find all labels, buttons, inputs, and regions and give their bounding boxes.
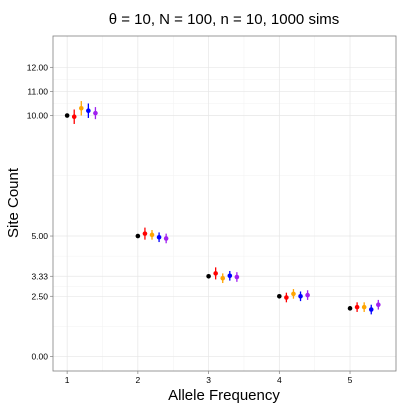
data-marks <box>64 101 381 315</box>
axis-ticks: 1 2 3 4 5 0.00 2.50 3.33 5.00 10.00 11.00 12.00 <box>27 62 353 385</box>
series-point <box>149 232 155 238</box>
x-tick-label: 2 <box>135 375 140 385</box>
x-tick-label: 1 <box>65 375 70 385</box>
series-point <box>142 231 148 236</box>
y-axis-title: Site Count <box>5 167 22 238</box>
x-tick-label: 4 <box>277 375 282 385</box>
series-point <box>163 236 169 241</box>
x-tick-label: 5 <box>348 375 353 385</box>
series-point <box>284 295 289 300</box>
expected-point <box>277 293 282 299</box>
y-tick-label: 3.33 <box>31 271 48 281</box>
series-point <box>354 304 360 310</box>
series-point <box>71 114 77 120</box>
expected-point <box>135 233 141 239</box>
y-tick-label: 12.00 <box>27 62 49 72</box>
y-tick-label: 11.00 <box>27 86 48 96</box>
y-tick-label: 5.00 <box>31 231 48 241</box>
series-point <box>78 106 84 111</box>
y-tick-label: 10.00 <box>27 111 49 121</box>
series-point <box>361 304 367 310</box>
expected-point <box>347 306 353 311</box>
series-point <box>291 291 296 297</box>
series-point <box>234 274 240 280</box>
chart-title: θ = 10, N = 100, n = 10, 1000 sims <box>109 11 340 28</box>
grid <box>53 36 396 371</box>
series-point <box>93 110 98 116</box>
expected-point <box>64 113 70 118</box>
expected-point <box>206 273 211 279</box>
series-point <box>227 273 233 279</box>
plot-panel-border <box>52 35 397 372</box>
y-tick-label: 0.00 <box>31 352 48 362</box>
series-point <box>156 234 162 240</box>
series-point <box>305 292 310 298</box>
series-point <box>376 302 381 308</box>
y-tick-label: 2.50 <box>31 291 48 301</box>
series-point <box>220 275 226 281</box>
x-tick-label: 3 <box>206 375 211 385</box>
series-point <box>213 271 218 276</box>
series-point <box>368 307 374 312</box>
x-axis-title: Allele Frequency <box>168 387 280 404</box>
series-point <box>298 293 303 299</box>
series-point <box>86 108 91 114</box>
